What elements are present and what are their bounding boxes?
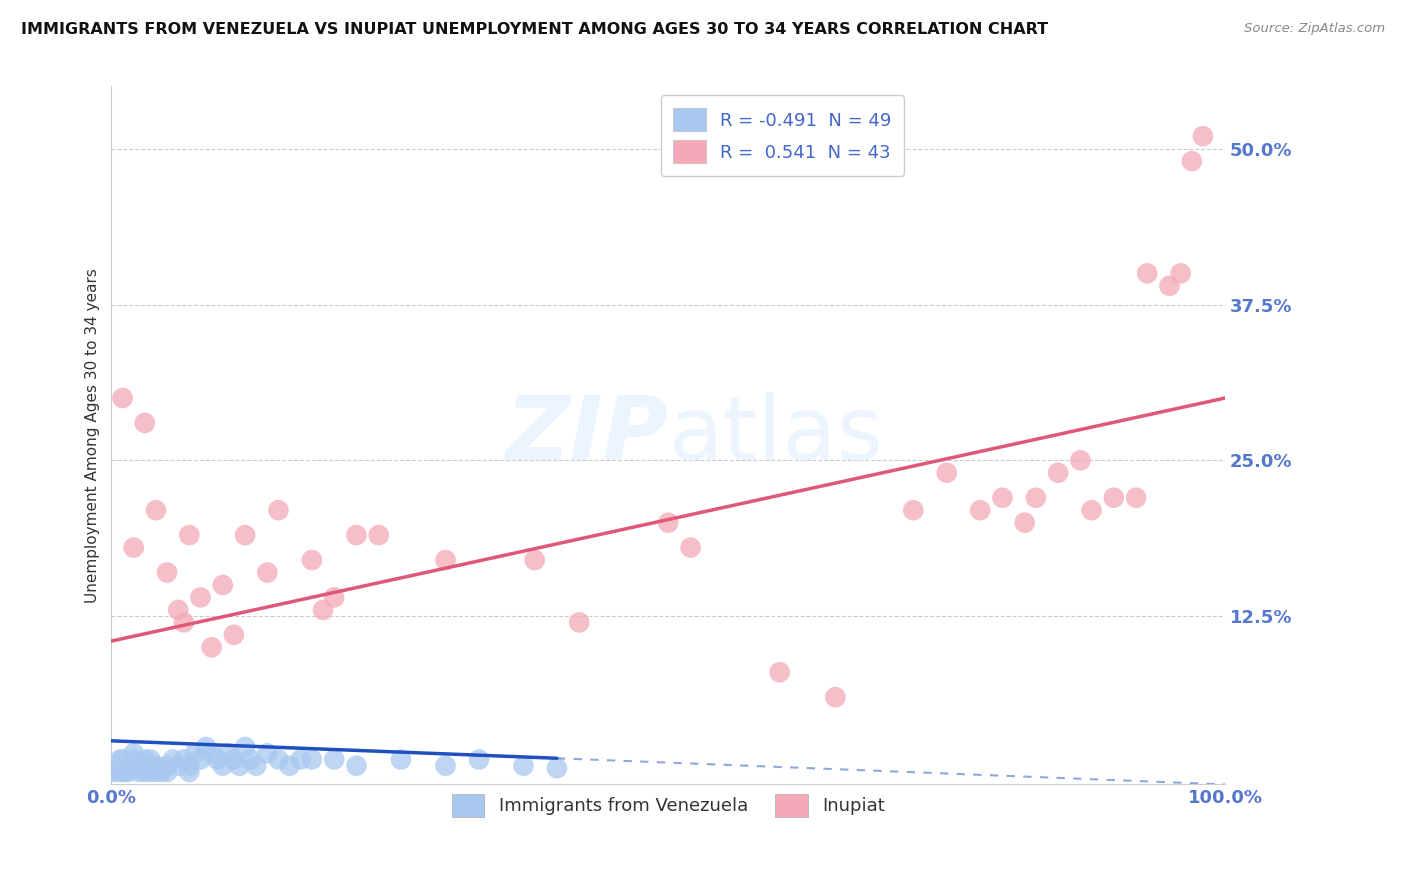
Point [114, 764, 136, 779]
Point [145, 758, 167, 772]
Point [111, 391, 134, 405]
Text: IMMIGRANTS FROM VENEZUELA VS INUPIAT UNEMPLOYMENT AMONG AGES 30 TO 34 YEARS CORR: IMMIGRANTS FROM VENEZUELA VS INUPIAT UNE… [21, 22, 1049, 37]
Point [195, 739, 218, 754]
Point [162, 752, 184, 766]
Point [105, 764, 128, 779]
Point [679, 541, 702, 555]
Point [323, 752, 346, 766]
Point [301, 752, 323, 766]
Point [156, 764, 179, 779]
Point [245, 758, 267, 772]
Text: atlas: atlas [668, 392, 883, 479]
Point [233, 739, 256, 754]
Point [173, 615, 195, 630]
Point [267, 752, 290, 766]
Point [145, 503, 167, 517]
Point [346, 528, 368, 542]
Point [1014, 516, 1036, 530]
Point [167, 758, 190, 772]
Point [657, 516, 679, 530]
Point [117, 764, 139, 779]
Point [434, 758, 457, 772]
Point [222, 752, 245, 766]
Point [150, 764, 173, 779]
Point [190, 752, 212, 766]
Point [139, 764, 162, 779]
Point [201, 640, 224, 655]
Point [1069, 453, 1091, 467]
Point [211, 578, 233, 592]
Point [290, 752, 312, 766]
Point [301, 553, 323, 567]
Point [122, 752, 145, 766]
Point [179, 528, 201, 542]
Point [323, 591, 346, 605]
Point [278, 758, 301, 772]
Point [134, 764, 156, 779]
Point [100, 764, 122, 779]
Point [1102, 491, 1125, 505]
Point [935, 466, 957, 480]
Point [110, 752, 132, 766]
Legend: Immigrants from Venezuela, Inupiat: Immigrants from Venezuela, Inupiat [444, 787, 891, 824]
Point [128, 758, 150, 772]
Text: ZIP: ZIP [506, 392, 668, 479]
Point [201, 746, 224, 760]
Point [1125, 491, 1147, 505]
Point [111, 752, 134, 766]
Point [434, 553, 457, 567]
Point [134, 752, 156, 766]
Point [156, 758, 179, 772]
Point [184, 746, 207, 760]
Point [256, 566, 278, 580]
Point [222, 628, 245, 642]
Point [769, 665, 792, 680]
Point [1181, 154, 1204, 169]
Point [1159, 278, 1181, 293]
Text: Source: ZipAtlas.com: Source: ZipAtlas.com [1244, 22, 1385, 36]
Y-axis label: Unemployment Among Ages 30 to 34 years: Unemployment Among Ages 30 to 34 years [86, 268, 100, 603]
Point [139, 752, 162, 766]
Point [256, 746, 278, 760]
Point [1170, 266, 1192, 280]
Point [134, 416, 156, 430]
Point [239, 752, 262, 766]
Point [122, 746, 145, 760]
Point [111, 764, 134, 779]
Point [145, 764, 167, 779]
Point [512, 758, 534, 772]
Point [233, 528, 256, 542]
Point [568, 615, 591, 630]
Point [389, 752, 412, 766]
Point [128, 764, 150, 779]
Point [903, 503, 925, 517]
Point [1080, 503, 1102, 517]
Point [1136, 266, 1159, 280]
Point [179, 758, 201, 772]
Point [179, 764, 201, 779]
Point [173, 752, 195, 766]
Point [228, 758, 250, 772]
Point [546, 761, 568, 775]
Point [167, 603, 190, 617]
Point [1025, 491, 1047, 505]
Point [267, 503, 290, 517]
Point [824, 690, 846, 705]
Point [367, 528, 389, 542]
Point [523, 553, 546, 567]
Point [312, 603, 335, 617]
Point [991, 491, 1014, 505]
Point [217, 746, 239, 760]
Point [205, 752, 228, 766]
Point [1192, 129, 1215, 144]
Point [211, 758, 233, 772]
Point [122, 541, 145, 555]
Point [969, 503, 991, 517]
Point [1047, 466, 1070, 480]
Point [468, 752, 491, 766]
Point [346, 758, 368, 772]
Point [190, 591, 212, 605]
Point [156, 566, 179, 580]
